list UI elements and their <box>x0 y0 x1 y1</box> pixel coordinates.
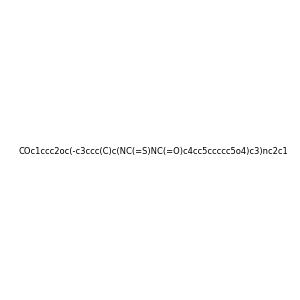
Text: COc1ccc2oc(-c3ccc(C)c(NC(=S)NC(=O)c4cc5ccccc5o4)c3)nc2c1: COc1ccc2oc(-c3ccc(C)c(NC(=S)NC(=O)c4cc5c… <box>19 147 289 156</box>
